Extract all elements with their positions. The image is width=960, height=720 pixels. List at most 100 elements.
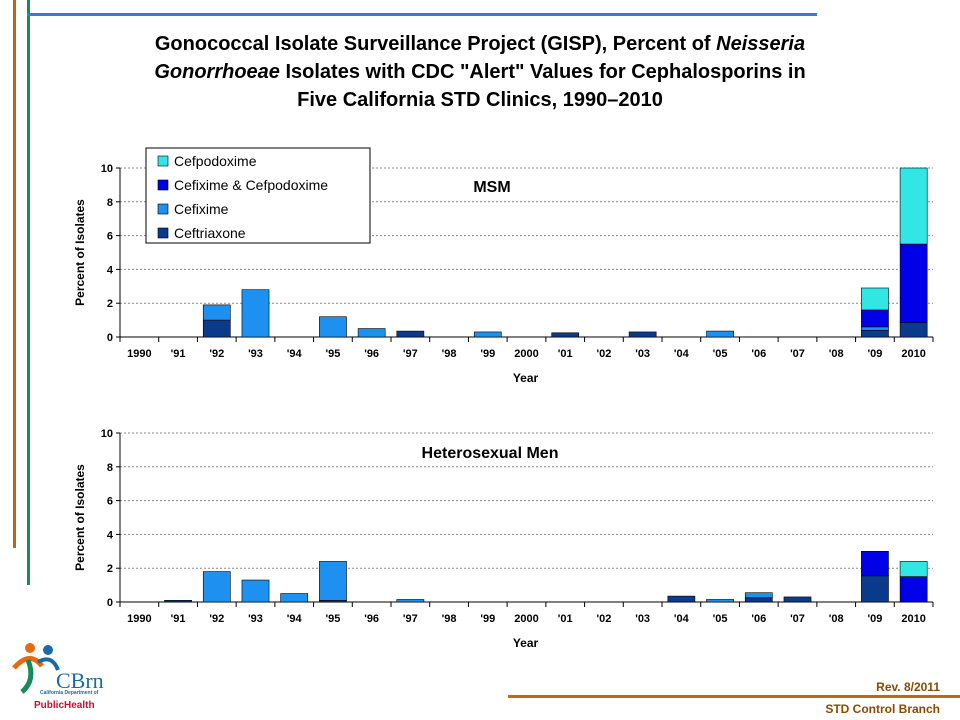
left-accent-line-green <box>27 0 30 585</box>
title-segment: Isolates with CDC "Alert" Values for Cep… <box>279 61 806 83</box>
bar-segment <box>899 322 928 338</box>
bar-segment <box>706 330 734 338</box>
x-tick-label: '02 <box>596 348 611 360</box>
x-tick-label: 2010 <box>901 613 925 625</box>
bar-segment <box>628 331 657 338</box>
y-tick-label: 4 <box>107 529 114 541</box>
bar-segment <box>164 600 192 603</box>
y-tick-label: 4 <box>107 264 114 276</box>
x-tick-label: '96 <box>364 348 379 360</box>
title-segment: Neisseria <box>716 33 806 55</box>
legend-entry: Ceftriaxone <box>174 225 246 241</box>
bar-segment <box>744 592 773 599</box>
x-tick-label: '04 <box>674 348 690 360</box>
bar-segment <box>899 561 928 577</box>
x-tick-label: '08 <box>829 613 844 625</box>
legend-swatch <box>157 203 169 215</box>
bar-segment <box>473 331 502 338</box>
x-tick-label: '03 <box>635 613 650 625</box>
title-segment: Five California STD Clinics, 1990–2010 <box>297 89 663 111</box>
x-tick-label: '91 <box>171 348 186 360</box>
x-tick-label: '97 <box>403 348 418 360</box>
bar-segment <box>357 328 386 338</box>
legend-entry: Cefixime <box>174 201 229 217</box>
legend-entry: Cefpodoxime <box>174 153 257 169</box>
x-tick-label: 2000 <box>514 348 538 360</box>
x-tick-label: '95 <box>325 613 340 625</box>
y-axis-label: Percent of Isolates <box>73 199 87 306</box>
y-tick-label: 6 <box>107 496 113 508</box>
bar-segment <box>396 599 425 603</box>
title-segment: Gonorrhoeae <box>154 61 280 83</box>
x-tick-label: '01 <box>558 348 573 360</box>
x-tick-label: 2010 <box>901 348 925 360</box>
legend-box <box>145 147 371 244</box>
y-tick-label: 10 <box>101 428 113 440</box>
footer-label: STD Control Branch <box>825 702 940 716</box>
legend-swatch <box>157 179 169 191</box>
bar-segment <box>861 550 889 577</box>
bar-segment <box>667 595 696 603</box>
bar-segment <box>319 316 347 338</box>
bar-segment <box>861 575 889 603</box>
x-tick-label: 1990 <box>127 348 151 360</box>
x-tick-label: '95 <box>325 348 340 360</box>
x-tick-label: '96 <box>364 613 379 625</box>
x-tick-label: '91 <box>171 613 186 625</box>
legend-swatch <box>157 227 169 239</box>
bar-segment <box>319 561 347 601</box>
x-tick-label: '06 <box>751 348 766 360</box>
y-tick-label: 6 <box>107 231 113 243</box>
y-tick-label: 8 <box>107 462 113 474</box>
x-tick-label: '07 <box>790 348 805 360</box>
bar-segment <box>202 319 231 338</box>
x-axis-label: Year <box>513 371 539 385</box>
bar-segment <box>241 579 270 603</box>
bar-segment <box>744 597 773 603</box>
bar-segment <box>899 243 928 323</box>
y-tick-label: 8 <box>107 197 113 209</box>
x-tick-label: '98 <box>442 613 457 625</box>
x-tick-label: '04 <box>674 613 690 625</box>
legend: Cefpodoxime Cefixime & Cefpodoxime Cefixim… <box>145 147 371 244</box>
x-tick-label: '97 <box>403 613 418 625</box>
bar-segment <box>280 593 309 603</box>
panel-title: MSM <box>473 179 510 196</box>
x-tick-label: '06 <box>751 613 766 625</box>
x-tick-label: '93 <box>248 348 263 360</box>
logo-subtitle: California Department of <box>40 690 99 696</box>
y-axis-label: Percent of Isolates <box>73 464 87 571</box>
legend-entry: Cefixime & Cefpodoxime <box>174 177 328 193</box>
x-tick-label: '98 <box>442 348 457 360</box>
x-tick-label: '08 <box>829 348 844 360</box>
x-tick-label: '93 <box>248 613 263 625</box>
x-tick-label: '09 <box>867 348 882 360</box>
y-tick-label: 2 <box>107 563 113 575</box>
title-segment: Gonococcal Isolate Surveillance Project … <box>154 33 717 55</box>
bar-segment <box>396 330 425 338</box>
y-tick-label: 2 <box>107 298 113 310</box>
x-tick-label: 1990 <box>127 613 151 625</box>
bar-segment <box>861 329 889 338</box>
legend-swatch <box>157 155 169 167</box>
y-tick-label: 0 <box>107 332 113 344</box>
x-tick-label: '09 <box>867 613 882 625</box>
bar-segment <box>241 289 270 338</box>
x-tick-label: '92 <box>209 348 224 360</box>
page-title: Gonococcal Isolate Surveillance Project … <box>60 30 900 114</box>
bar-segment <box>551 332 580 338</box>
chart-panel-1: 0 2 4 6 8 10 1990 '91 '92 '93 '94 '95 '96 '97 '98 '99 20… <box>73 147 934 385</box>
bottom-accent-line <box>508 695 960 698</box>
logo-org-name: PublicHealth <box>34 700 95 711</box>
x-tick-label: '05 <box>713 613 728 625</box>
x-tick-label: '01 <box>558 613 573 625</box>
x-tick-label: '03 <box>635 348 650 360</box>
bar-segment <box>706 599 734 603</box>
logo-figure-icon <box>12 643 60 694</box>
top-accent-line <box>27 13 817 16</box>
bar-segment <box>899 167 928 245</box>
bar-segment <box>861 326 889 331</box>
bar-segment <box>899 576 928 603</box>
x-tick-label: '92 <box>209 613 224 625</box>
